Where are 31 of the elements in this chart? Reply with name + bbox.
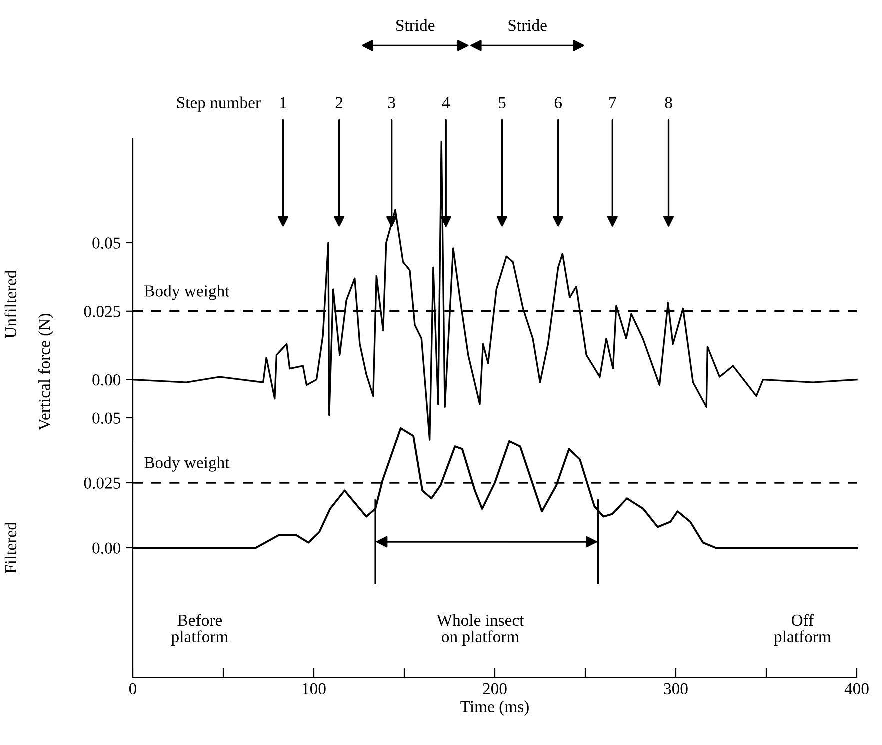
y-tick-label: 0.05 [92, 412, 121, 424]
x-tick-label: 0 [129, 683, 137, 695]
y-tick-label: 0.025 [84, 306, 121, 318]
ref-line-label: Body weight [144, 456, 230, 472]
text: Stride [396, 19, 435, 32]
x-tick-label: 100 [302, 683, 326, 695]
annotation: Off platform [774, 614, 832, 646]
text: 7 [610, 97, 616, 108]
annotation: Whole insect on platform [436, 614, 524, 646]
text: Stride [508, 19, 547, 32]
x-tick-label: 200 [483, 683, 507, 695]
annotation: 3 [388, 97, 396, 109]
text: 1 [280, 97, 286, 108]
text: 5 [499, 97, 506, 109]
x-tick-label: 400 [844, 683, 869, 695]
y-axis-title: Filtered [4, 522, 17, 574]
text: 8 [665, 97, 672, 109]
text: 2 [336, 97, 343, 108]
y-tick-label: 0.05 [92, 238, 121, 249]
text: Step number [177, 96, 261, 112]
ref-line-label: Body weight [144, 285, 230, 300]
text: 6 [554, 97, 562, 109]
x-tick-label: 300 [664, 683, 688, 695]
annotation: 4 [442, 97, 450, 108]
y-tick-label: 0.00 [92, 374, 121, 386]
y-axis-title: Unfiltered [4, 270, 17, 338]
x-axis-title: Time (ms) [460, 700, 529, 716]
text: Vertical force (N) [38, 314, 54, 431]
annotation: Before platform [172, 614, 228, 646]
y-tick-label: 0.00 [92, 542, 121, 554]
y-tick-label: 0.025 [84, 478, 121, 490]
